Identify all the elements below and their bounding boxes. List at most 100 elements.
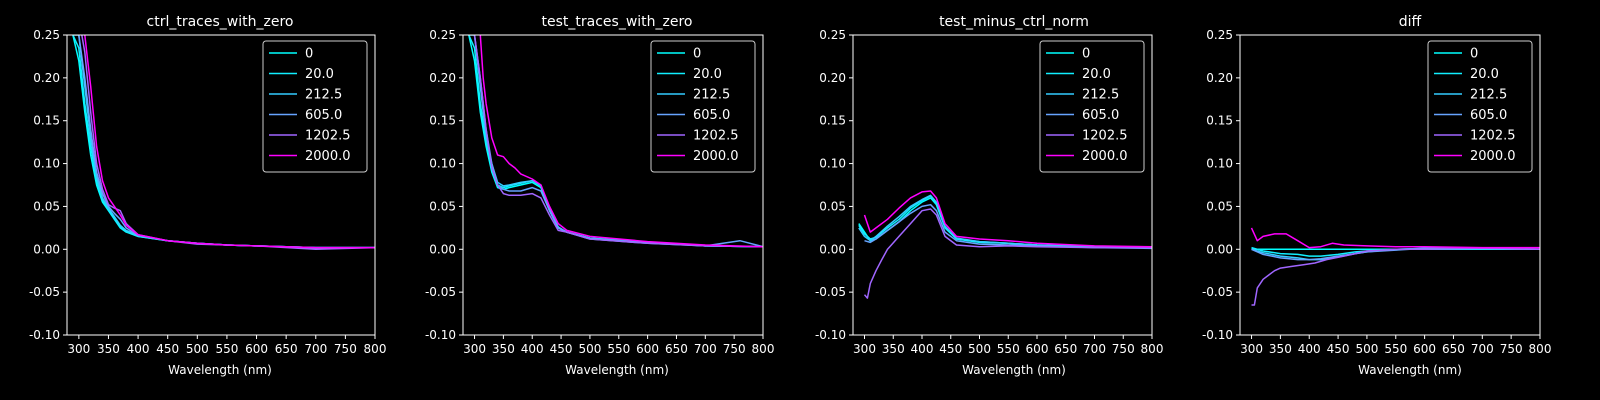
legend-label: 212.5 bbox=[693, 88, 730, 103]
y-tick-label: 0.00 bbox=[819, 242, 846, 256]
x-tick-label: 300 bbox=[853, 342, 876, 356]
x-tick-label: 700 bbox=[1083, 342, 1106, 356]
x-axis-label: Wavelength (nm) bbox=[565, 363, 669, 377]
x-tick-label: 300 bbox=[1240, 342, 1263, 356]
y-tick-label: 0.25 bbox=[1206, 28, 1233, 42]
y-tick-label: 0.20 bbox=[1206, 71, 1233, 85]
x-tick-label: 400 bbox=[521, 342, 544, 356]
y-tick-label: 0.05 bbox=[429, 199, 456, 213]
series-line bbox=[84, 35, 375, 249]
x-tick-label: 650 bbox=[275, 342, 298, 356]
x-tick-label: 500 bbox=[1355, 342, 1378, 356]
y-tick-label: -0.10 bbox=[29, 328, 60, 342]
legend-label: 1202.5 bbox=[305, 129, 351, 144]
x-tick-label: 350 bbox=[882, 342, 905, 356]
y-tick-label: -0.10 bbox=[425, 328, 456, 342]
x-tick-label: 700 bbox=[304, 342, 327, 356]
series-line bbox=[473, 35, 763, 248]
x-tick-label: 450 bbox=[1327, 342, 1350, 356]
x-tick-label: 750 bbox=[1500, 342, 1523, 356]
x-tick-label: 700 bbox=[1471, 342, 1494, 356]
panel-title: diff bbox=[1399, 14, 1422, 30]
x-tick-label: 500 bbox=[186, 342, 209, 356]
x-tick-label: 800 bbox=[1141, 342, 1164, 356]
x-tick-label: 800 bbox=[364, 342, 387, 356]
series-line bbox=[864, 203, 1152, 250]
y-tick-label: -0.05 bbox=[29, 285, 60, 299]
x-tick-label: 750 bbox=[723, 342, 746, 356]
x-tick-label: 650 bbox=[1442, 342, 1465, 356]
legend: 0 20.0 212.5 605.0 1202.5 2000.0 bbox=[650, 40, 756, 173]
panel-title: test_minus_ctrl_norm bbox=[939, 14, 1089, 30]
legend-label: 0 bbox=[1082, 47, 1090, 62]
panel-diff: diff Wavelength (nm) 300 350 400 450 500 550 6… bbox=[1202, 14, 1552, 377]
legend-label: 1202.5 bbox=[1082, 129, 1128, 144]
x-tick-label: 700 bbox=[694, 342, 717, 356]
legend-label: 0 bbox=[693, 47, 701, 62]
axes-frame bbox=[1239, 34, 1541, 336]
y-tick-label: 0.10 bbox=[33, 157, 60, 171]
x-tick-label: 550 bbox=[215, 342, 238, 356]
y-tick-label: 0.20 bbox=[819, 71, 846, 85]
x-tick-label: 550 bbox=[997, 342, 1020, 356]
legend: 0 20.0 212.5 605.0 1202.5 2000.0 bbox=[1427, 40, 1533, 173]
legend-label: 212.5 bbox=[305, 88, 342, 103]
x-tick-label: 550 bbox=[1384, 342, 1407, 356]
legend-label: 2000.0 bbox=[1082, 149, 1128, 164]
y-tick-label: 0.25 bbox=[819, 28, 846, 42]
legend-label: 2000.0 bbox=[1470, 149, 1516, 164]
x-tick-label: 450 bbox=[156, 342, 179, 356]
legend-label: 605.0 bbox=[305, 108, 342, 123]
x-tick-label: 350 bbox=[97, 342, 120, 356]
y-tick-label: 0.15 bbox=[429, 114, 456, 128]
axes-frame bbox=[852, 34, 1153, 336]
x-tick-label: 600 bbox=[636, 342, 659, 356]
series-line bbox=[858, 194, 1152, 249]
series-line bbox=[468, 35, 763, 248]
x-tick-label: 400 bbox=[911, 342, 934, 356]
legend-label: 20.0 bbox=[693, 67, 722, 82]
legend-label: 20.0 bbox=[1082, 67, 1111, 82]
x-tick-label: 650 bbox=[665, 342, 688, 356]
x-tick-label: 800 bbox=[1529, 342, 1552, 356]
legend-label: 605.0 bbox=[1470, 108, 1507, 123]
legend-label: 2000.0 bbox=[693, 149, 739, 164]
x-tick-label: 450 bbox=[550, 342, 573, 356]
panel-title: ctrl_traces_with_zero bbox=[147, 14, 294, 30]
y-tick-label: 0.05 bbox=[33, 199, 60, 213]
series-lines bbox=[1250, 227, 1540, 306]
legend-label: 0 bbox=[305, 47, 313, 62]
legend-label: 212.5 bbox=[1470, 88, 1507, 103]
series-line bbox=[863, 208, 1152, 299]
legend-label: 0 bbox=[1470, 47, 1478, 62]
y-tick-label: 0.10 bbox=[819, 157, 846, 171]
x-tick-label: 800 bbox=[752, 342, 775, 356]
y-tick-label: -0.05 bbox=[815, 285, 846, 299]
y-tick-label: 0.00 bbox=[33, 242, 60, 256]
panel-test-minus-ctrl: test_minus_ctrl_norm Wavelength (nm) 300… bbox=[815, 14, 1164, 377]
y-tick-label: 0.20 bbox=[33, 71, 60, 85]
series-line bbox=[1251, 247, 1540, 306]
x-tick-label: 450 bbox=[939, 342, 962, 356]
x-tick-label: 600 bbox=[1026, 342, 1049, 356]
legend-label: 1202.5 bbox=[1470, 129, 1516, 144]
x-tick-label: 750 bbox=[334, 342, 357, 356]
x-tick-label: 750 bbox=[1112, 342, 1135, 356]
x-tick-label: 550 bbox=[607, 342, 630, 356]
x-axis-label: Wavelength (nm) bbox=[1358, 363, 1462, 377]
y-tick-label: -0.05 bbox=[1202, 285, 1233, 299]
x-tick-label: 600 bbox=[245, 342, 268, 356]
x-tick-label: 300 bbox=[463, 342, 486, 356]
series-lines bbox=[858, 190, 1152, 299]
y-tick-label: 0.00 bbox=[429, 242, 456, 256]
y-tick-label: 0.25 bbox=[429, 28, 456, 42]
y-tick-label: 0.15 bbox=[33, 114, 60, 128]
y-tick-label: 0.10 bbox=[1206, 157, 1233, 171]
series-line bbox=[1250, 227, 1540, 249]
x-tick-label: 600 bbox=[1413, 342, 1436, 356]
y-tick-label: 0.15 bbox=[819, 114, 846, 128]
x-tick-label: 500 bbox=[968, 342, 991, 356]
y-tick-label: 0.15 bbox=[1206, 114, 1233, 128]
